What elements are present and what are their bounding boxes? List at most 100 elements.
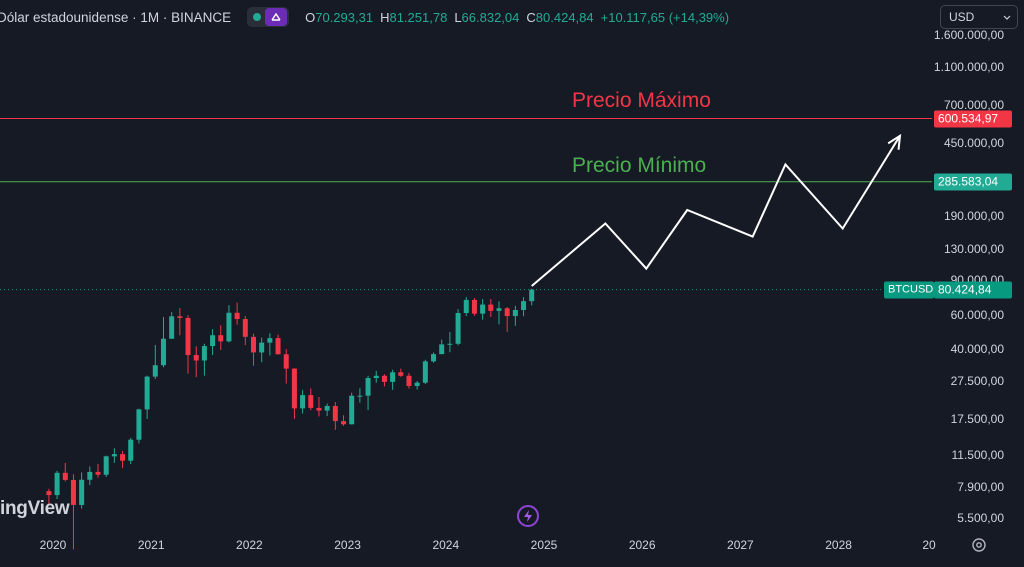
time-axis-label: 20 xyxy=(922,538,936,552)
chevron-down-icon xyxy=(1003,10,1011,24)
ohlc-key-open: O xyxy=(305,9,316,25)
candle xyxy=(529,288,535,306)
candle xyxy=(177,307,183,336)
candle xyxy=(210,329,216,355)
candle-body xyxy=(218,335,224,342)
candle-body xyxy=(103,456,109,475)
candle xyxy=(471,298,477,316)
candle-body xyxy=(87,471,93,480)
candle-body xyxy=(341,421,347,425)
candle-body xyxy=(234,312,240,320)
candle xyxy=(349,392,355,425)
ohlc-low-value: 66.832,04 xyxy=(461,9,520,25)
time-axis-label: 2026 xyxy=(628,538,656,552)
time-axis-label: 2022 xyxy=(236,538,263,552)
price-axis-label: 27.500,00 xyxy=(950,374,1004,388)
candle-body xyxy=(242,319,248,337)
symbol-badge: BTCUSD xyxy=(884,281,934,299)
levels-layer xyxy=(0,118,932,291)
candle xyxy=(308,388,314,411)
candle xyxy=(54,470,60,500)
price-axis-label: 5.500,00 xyxy=(957,511,1004,525)
time-axis-label: 2028 xyxy=(825,538,852,552)
candle-body xyxy=(193,355,199,361)
price-axis-label: 11.500,00 xyxy=(951,448,1005,463)
currency-value: USD xyxy=(949,10,975,24)
candle-body xyxy=(332,406,338,422)
candle xyxy=(62,462,68,482)
candle xyxy=(136,408,142,444)
candle-body xyxy=(512,309,518,317)
candle-body xyxy=(54,472,60,496)
time-axis-label: 2023 xyxy=(334,538,361,552)
candle xyxy=(250,333,256,366)
candle-body xyxy=(381,375,387,382)
candle-body xyxy=(250,336,256,353)
candle-body xyxy=(275,338,281,355)
candle-body xyxy=(471,299,477,314)
candle xyxy=(120,451,126,469)
ohlc-readout: O 70.293,31 H 81.251,78 L 66.832,04 C 80.424… xyxy=(305,10,729,25)
candle xyxy=(201,343,207,376)
candle xyxy=(111,448,117,463)
candle-body xyxy=(291,368,297,409)
candle xyxy=(160,316,166,368)
candle xyxy=(504,306,510,332)
candle-body xyxy=(120,454,126,461)
indicator-pill[interactable] xyxy=(247,7,290,27)
candle-body xyxy=(480,304,486,314)
symbol-title[interactable]: Dólar estadounidense · 1M · BINANCE xyxy=(0,9,232,25)
price-axis-label: 700.000,00 xyxy=(943,98,1004,113)
candle-body xyxy=(169,316,175,339)
candle-body xyxy=(300,395,306,409)
candle-body xyxy=(267,338,273,343)
candle xyxy=(144,375,150,419)
indicator-icon[interactable] xyxy=(265,8,288,26)
candle xyxy=(242,315,248,345)
candle xyxy=(193,346,199,378)
ohlc-close-value: 80.424,84 xyxy=(535,9,594,25)
candle-body xyxy=(455,313,461,344)
candle-body xyxy=(504,308,510,317)
candle xyxy=(226,305,232,343)
candle xyxy=(480,299,486,320)
status-dot-icon xyxy=(253,13,262,21)
candle xyxy=(79,472,85,509)
candle-body xyxy=(447,343,453,345)
candle-body xyxy=(177,316,183,318)
candle-body xyxy=(521,301,527,310)
candle-body xyxy=(488,304,494,311)
candle xyxy=(406,372,412,389)
candle xyxy=(291,368,297,419)
lightning-icon[interactable] xyxy=(517,505,539,527)
candle-body xyxy=(136,409,142,440)
candle-body xyxy=(70,479,76,505)
candle xyxy=(70,474,76,550)
candle-body xyxy=(316,407,322,411)
candle xyxy=(496,301,502,325)
time-axis-label: 2024 xyxy=(432,538,460,552)
currency-select[interactable]: USD xyxy=(940,5,1018,29)
candle xyxy=(431,352,437,363)
candle-body xyxy=(496,308,502,311)
gear-icon[interactable] xyxy=(970,536,988,554)
candle xyxy=(332,402,338,430)
projection-layer xyxy=(531,133,902,287)
candle-body xyxy=(463,299,469,314)
candle xyxy=(275,334,281,355)
candle-body xyxy=(62,472,68,480)
annotation-max-price[interactable]: Precio Máximo xyxy=(572,89,711,112)
candle-body xyxy=(226,312,232,342)
candle xyxy=(234,302,240,325)
projection-arrowhead xyxy=(887,133,902,150)
ohlc-key-high: H xyxy=(380,9,390,25)
watermark-logo: ingView xyxy=(0,498,70,519)
candle-body xyxy=(390,372,396,382)
candle xyxy=(521,297,527,317)
candle xyxy=(488,299,494,317)
price-axis-label: 190.000,00 xyxy=(943,209,1004,224)
candle-body xyxy=(201,346,207,361)
candle-body xyxy=(46,491,52,496)
annotation-min-price[interactable]: Precio Mínimo xyxy=(572,154,707,177)
